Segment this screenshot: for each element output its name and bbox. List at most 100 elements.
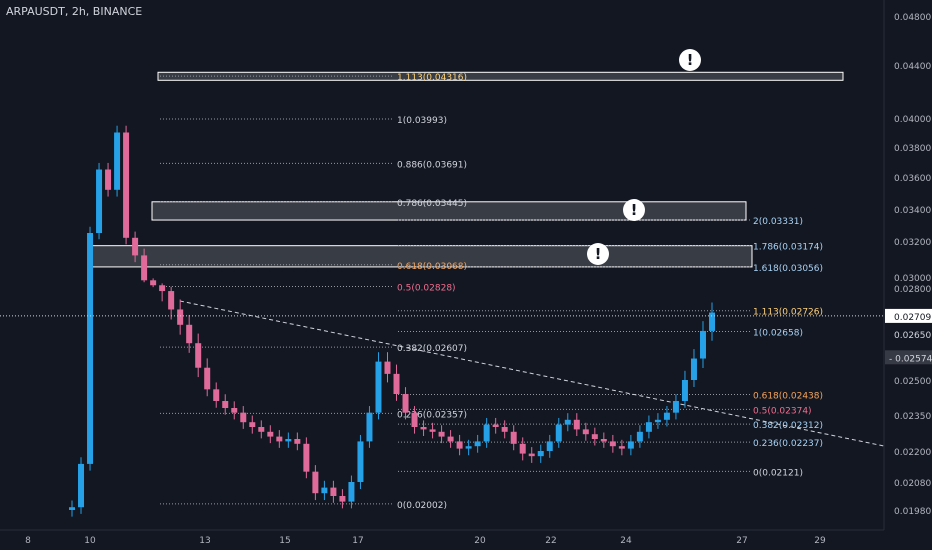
candle-body (150, 280, 157, 286)
fib-right-label: 0.618(0.02438) (753, 391, 823, 401)
price-tag-text: 0.02650 (894, 331, 931, 341)
fib-left-label: 1(0.03993) (397, 116, 447, 126)
fib-left-label: 0(0.02002) (397, 501, 447, 511)
y-tick-label: 0.03600 (894, 174, 931, 184)
x-tick-label: 24 (620, 536, 632, 546)
candle-body (456, 441, 463, 449)
warning-icon-mark: ! (595, 245, 602, 263)
fib-right-label: 1.618(0.03056) (753, 264, 823, 274)
warning-icon (679, 49, 701, 71)
candle-body (87, 233, 94, 464)
candle-body (249, 422, 256, 427)
candle-body (240, 412, 247, 423)
candle-body (690, 358, 697, 380)
candle-body (654, 419, 661, 423)
candle-body (132, 237, 139, 256)
fib-left-label: 0.886(0.03691) (397, 160, 467, 170)
candle-body (564, 419, 571, 425)
x-tick-label: 10 (84, 536, 96, 546)
y-tick-label: 0.03400 (894, 206, 931, 216)
candle-body (285, 439, 292, 442)
candle-body (321, 487, 328, 494)
fib-left-label: 1.113(0.04316) (397, 73, 467, 83)
candle-body (537, 451, 544, 457)
candle-body (213, 389, 220, 401)
zone-1.113 (157, 71, 844, 81)
fib-right-label: 0(0.02121) (753, 468, 803, 478)
candle-body (438, 431, 445, 437)
x-tick-label: 29 (814, 536, 826, 546)
candle-body (105, 169, 112, 190)
candle-body (177, 309, 184, 325)
price-tag-text: - 0.02574 (889, 354, 932, 364)
candle-body (501, 427, 508, 432)
fib-right-label: 0.236(0.02237) (753, 439, 823, 449)
candle-body (465, 446, 472, 449)
candle-body (510, 431, 517, 444)
candle-body (267, 431, 274, 437)
y-tick-label: 0.01980 (894, 507, 931, 517)
candle-body (258, 427, 265, 432)
warning-icon (587, 243, 609, 265)
candle-body (663, 412, 670, 420)
y-tick-label: 0.03200 (894, 238, 931, 248)
candle-body (384, 361, 391, 374)
candle-body (528, 453, 535, 457)
fib-right-label: 0.382(0.02312) (753, 421, 823, 431)
candle-body (357, 441, 364, 482)
candle-body (582, 429, 589, 435)
y-tick-label: 0.02500 (894, 377, 931, 387)
candle-body (348, 482, 355, 502)
candle-body (204, 367, 211, 390)
candle-body (699, 330, 706, 359)
y-tick-label: 0.02800 (894, 285, 931, 295)
candle-body (573, 419, 580, 430)
x-tick-label: 13 (199, 536, 210, 546)
warning-icon (623, 199, 645, 221)
x-tick-label: 27 (736, 536, 747, 546)
candle-body (141, 255, 148, 281)
x-tick-label: 20 (474, 536, 486, 546)
y-tick-label: 0.04000 (894, 115, 931, 125)
candle-body (330, 487, 337, 496)
x-tick-label: 15 (279, 536, 290, 546)
x-tick-label: 8 (25, 536, 31, 546)
candle-body (600, 439, 607, 442)
candle-body (393, 373, 400, 394)
candle-body (96, 169, 103, 233)
candle-body (159, 285, 166, 292)
chart-title: ARPAUSDT, 2h, BINANCE (6, 5, 143, 18)
candle-body (339, 496, 346, 502)
warning-icon-mark: ! (631, 201, 638, 219)
current-price-text: 0.02709 (894, 313, 931, 323)
candle-body (474, 441, 481, 447)
candle-body (303, 443, 310, 472)
candle-body (555, 424, 562, 442)
candle-body (681, 380, 688, 401)
candle-body (222, 401, 229, 408)
candle-body (447, 436, 454, 442)
candle-body (294, 439, 301, 444)
candle-body (186, 324, 193, 344)
fib-right-label: 1.113(0.02726) (753, 308, 823, 318)
fib-left-label: 0.618(0.03068) (397, 262, 467, 272)
candle-body (276, 436, 283, 442)
candle-body (429, 429, 436, 432)
candle-body (618, 446, 625, 449)
candle-body (627, 441, 634, 449)
candle-body (591, 434, 598, 439)
candle-body (709, 312, 715, 331)
candle-body (78, 463, 85, 508)
x-tick-label: 17 (352, 536, 363, 546)
price-tag (885, 350, 932, 365)
y-tick-label: 0.03800 (894, 144, 931, 154)
candle-body (672, 401, 679, 413)
fib-right-label: 1(0.02658) (753, 329, 803, 339)
candle-body (645, 422, 652, 432)
candle-body (420, 427, 427, 430)
x-tick-label: 22 (545, 536, 556, 546)
y-tick-label: 0.02200 (894, 448, 931, 458)
candle-body (411, 412, 418, 427)
fib-left-label: 0.382(0.02607) (397, 344, 467, 354)
